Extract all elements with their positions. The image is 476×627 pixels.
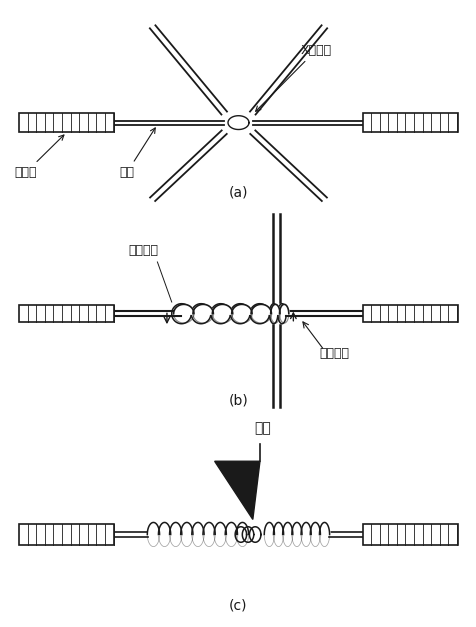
Bar xyxy=(19,524,114,545)
Bar xyxy=(362,113,457,132)
Bar xyxy=(19,113,114,132)
Text: 缠紧: 缠紧 xyxy=(253,421,270,435)
Text: X形交叉: X形交叉 xyxy=(255,44,331,112)
Bar xyxy=(362,524,457,545)
Text: 缠绕方向: 缠绕方向 xyxy=(318,347,348,360)
Text: (b): (b) xyxy=(228,393,248,407)
Polygon shape xyxy=(214,461,259,519)
Polygon shape xyxy=(228,116,248,130)
Text: (a): (a) xyxy=(228,185,248,199)
Bar xyxy=(19,305,114,322)
Text: (c): (c) xyxy=(229,598,247,612)
Bar xyxy=(362,305,457,322)
Text: 芯线: 芯线 xyxy=(119,128,155,179)
Text: 缠绕方向: 缠绕方向 xyxy=(128,244,158,256)
Text: 绝缘层: 绝缘层 xyxy=(14,135,64,179)
